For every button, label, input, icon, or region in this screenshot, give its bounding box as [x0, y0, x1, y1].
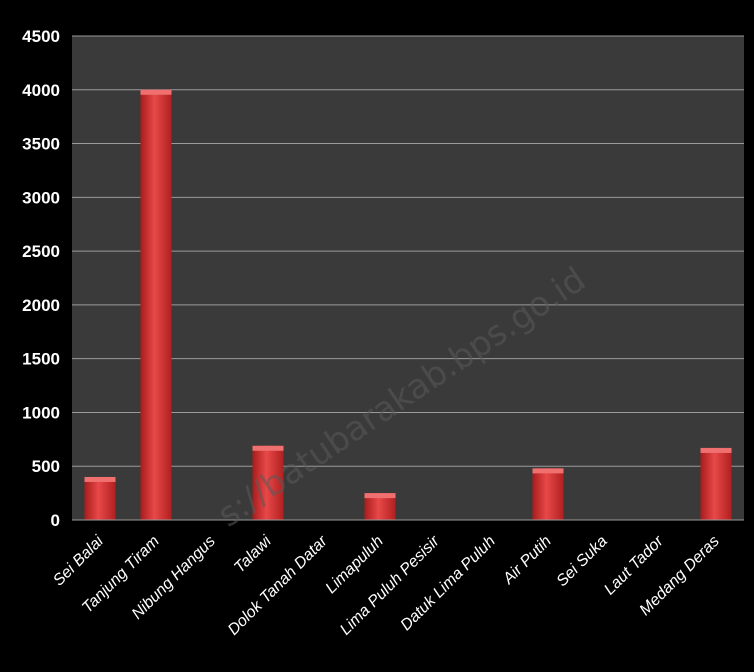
plot-area [72, 36, 744, 520]
bar-top-highlight [140, 89, 172, 95]
y-tick-label: 2500 [22, 242, 60, 261]
x-category-label: Air Putih [499, 533, 555, 589]
y-tick-label: 3500 [22, 135, 60, 154]
bars [84, 89, 732, 521]
y-tick-label: 0 [51, 511, 60, 530]
y-tick-label: 2000 [22, 296, 60, 315]
y-tick-label: 4500 [22, 27, 60, 46]
y-tick-label: 1500 [22, 350, 60, 369]
bar [532, 468, 564, 520]
gridlines [72, 35, 744, 467]
y-axis-ticks: 0 500 1000 1500 2000 2500 3000 3500 4000 4500 [22, 27, 60, 530]
bar [252, 445, 284, 520]
bar-top-highlight [252, 445, 284, 451]
x-category-label: Datuk Lima Puluh [398, 533, 499, 634]
bar-top-highlight [84, 476, 116, 482]
y-tick-label: 4000 [22, 81, 60, 100]
x-category-label: Sei Balai [50, 532, 107, 589]
x-category-label: Sei Suka [554, 533, 611, 590]
bar-top-highlight [700, 447, 732, 453]
y-tick-label: 1000 [22, 403, 60, 422]
bar-top-highlight [364, 493, 396, 499]
bar [140, 89, 172, 521]
bar [84, 476, 116, 520]
y-tick-label: 3000 [22, 188, 60, 207]
x-category-label: Lima Puluh Pesisir [337, 532, 443, 638]
bar-top-highlight [532, 468, 564, 474]
x-category-label: Talawi [231, 532, 275, 576]
bar [700, 447, 732, 520]
x-category-label: Dolok Tanah Datar [225, 532, 331, 638]
y-tick-label: 500 [32, 457, 60, 476]
